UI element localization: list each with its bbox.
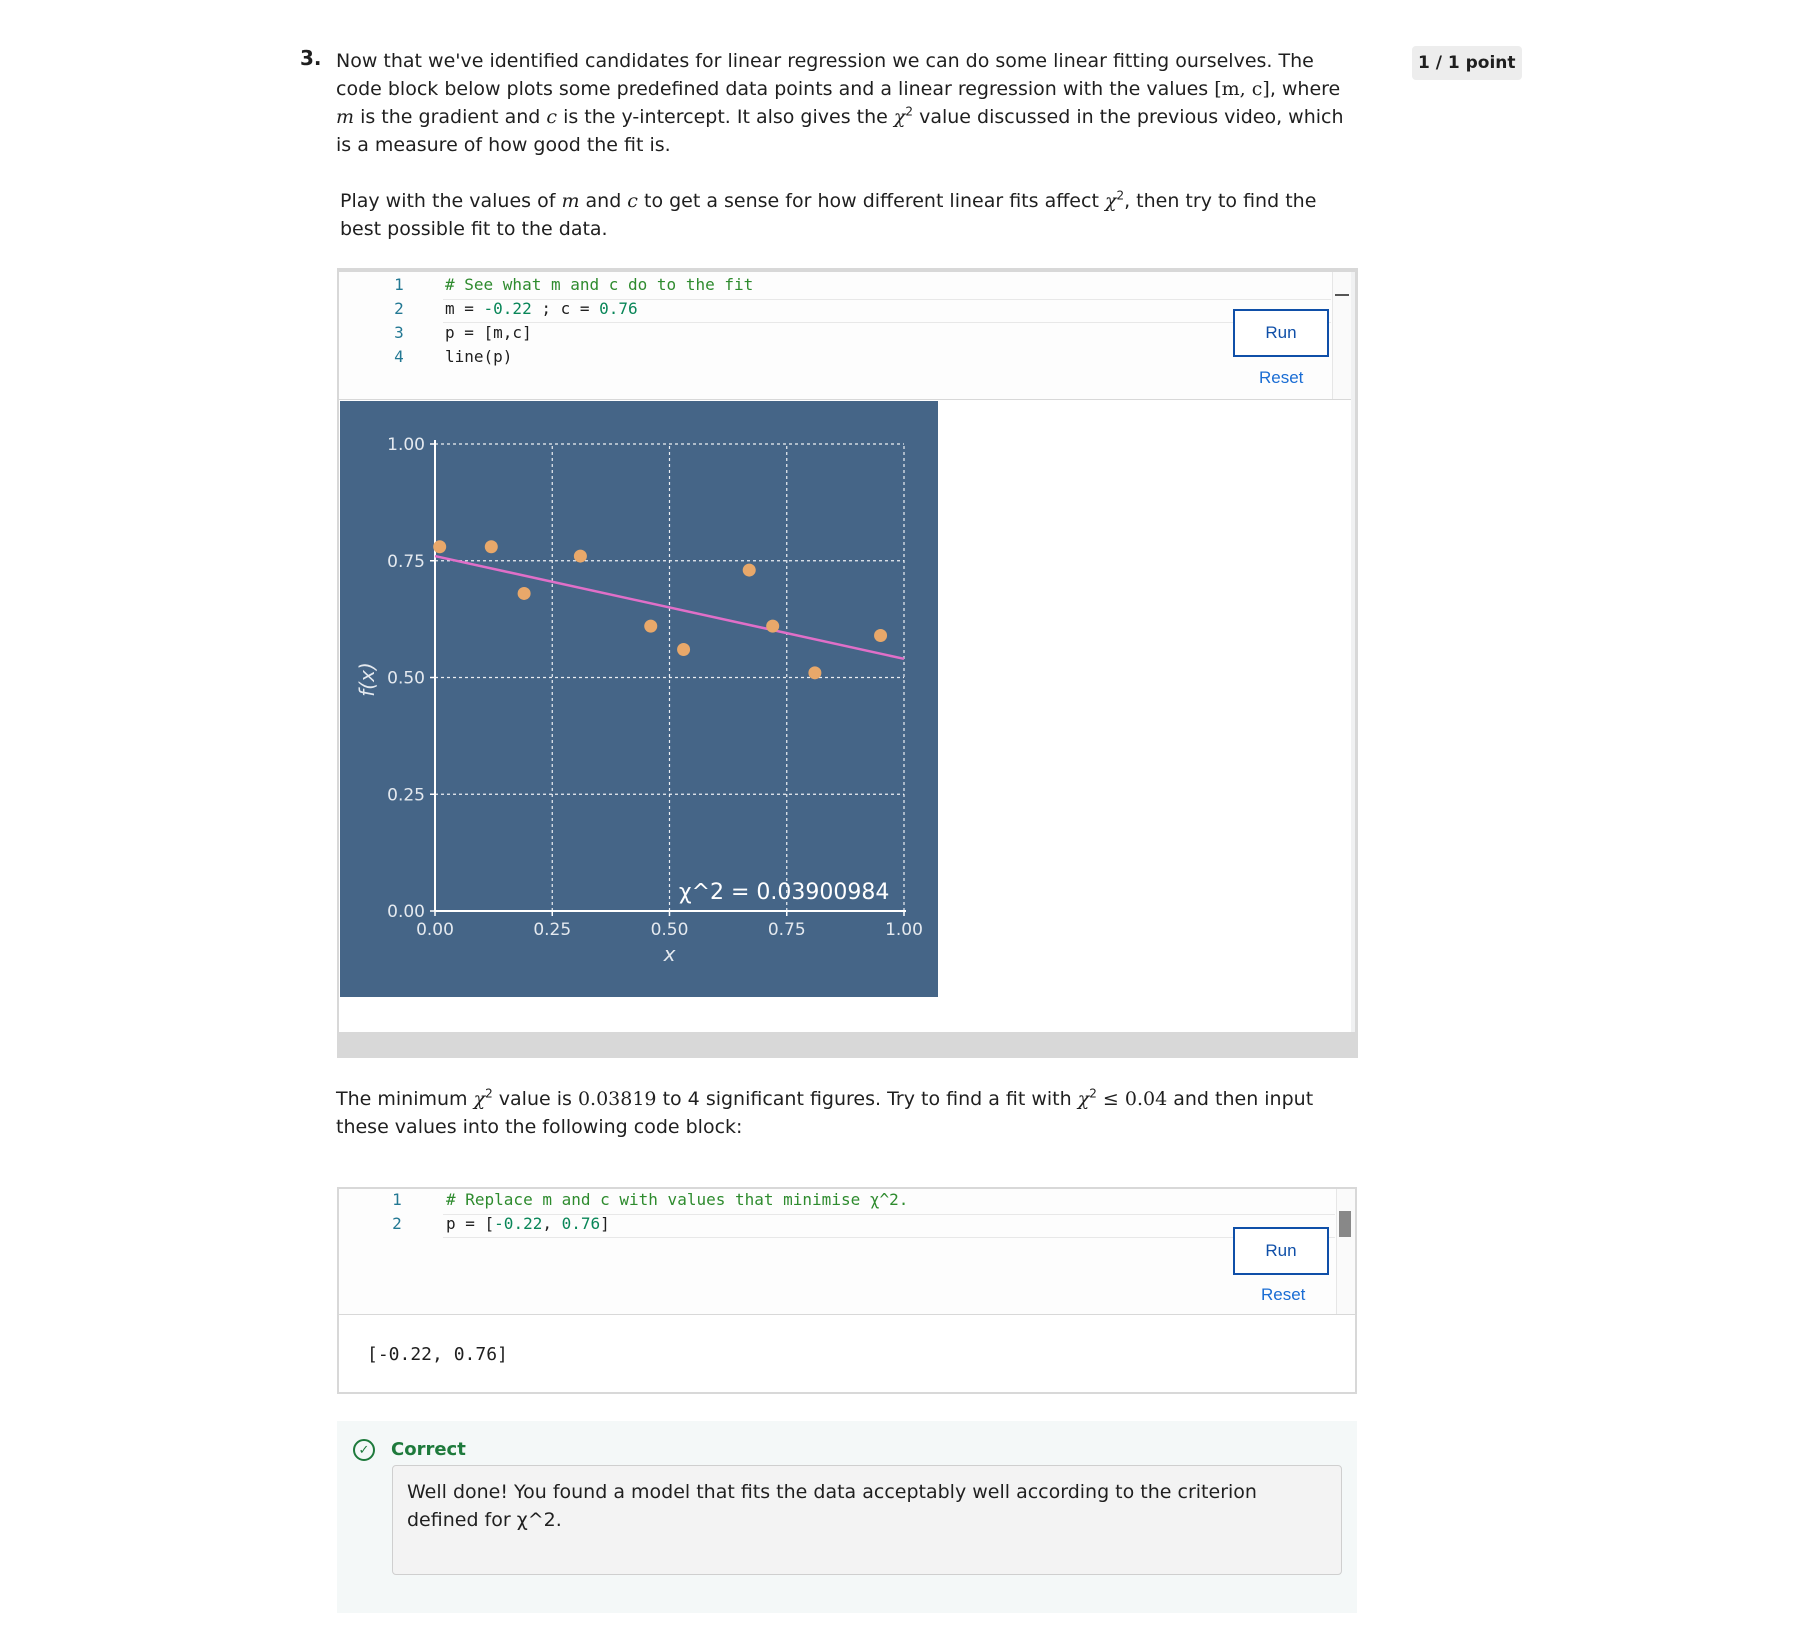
data-point (874, 628, 888, 642)
line-number: 4 (394, 347, 404, 366)
question-number: 3. (300, 46, 322, 70)
points-badge: 1 / 1 point (1412, 46, 1522, 80)
feedback-status: Correct (391, 1439, 466, 1460)
code-line-1[interactable]: # See what m and c do to the fit (445, 275, 754, 294)
data-point (644, 619, 658, 633)
question-instructions: Play with the values of m and c to get a… (340, 188, 1317, 240)
code-line-4[interactable]: line(p) (445, 347, 513, 366)
feedback-message: Well done! You found a model that fits t… (392, 1465, 1342, 1575)
chi-squared-annotation: χ^2 = 0.03900984 (679, 880, 890, 905)
y-axis-label: f(x) (355, 662, 379, 696)
data-point (484, 540, 498, 554)
code-block-2: 1 2 # Replace m and c with values that m… (337, 1187, 1357, 1394)
y-tick-label: 0.50 (387, 669, 425, 689)
editor-scrollbar[interactable] (1332, 272, 1351, 399)
code-block-1: 1 2 3 4 # See what m and c do to the fit… (337, 268, 1358, 1058)
reset-link[interactable]: Reset (1259, 368, 1304, 387)
code-output: [-0.22, 0.76] (367, 1344, 508, 1365)
reset-link[interactable]: Reset (1261, 1285, 1306, 1304)
line-number: 1 (392, 1190, 402, 1209)
code-line-1[interactable]: # Replace m and c with values that minim… (446, 1190, 909, 1209)
line-number: 2 (394, 299, 404, 318)
plot-background (340, 401, 938, 997)
code-editor-1[interactable]: 1 2 3 4 # See what m and c do to the fit… (339, 272, 1351, 399)
current-line-highlight (443, 299, 1331, 323)
x-axis-label: x (663, 942, 676, 966)
x-tick-label: 0.75 (768, 920, 806, 940)
x-tick-label: 0.00 (416, 920, 454, 940)
run-button[interactable]: Run (1233, 309, 1329, 357)
x-tick-label: 0.25 (533, 920, 571, 940)
x-tick-label: 1.00 (885, 920, 923, 940)
code-line-2[interactable]: p = [-0.22, 0.76] (446, 1214, 610, 1233)
current-line-highlight (443, 1214, 1335, 1238)
question-intro: Now that we've identified candidates for… (336, 50, 1344, 156)
feedback-panel: ✓ Correct Well done! You found a model t… (337, 1421, 1357, 1613)
question-min-chi: The minimum χ2 value is 0.03819 to 4 sig… (336, 1086, 1314, 1138)
data-point (742, 563, 756, 577)
code-line-2[interactable]: m = -0.22 ; c = 0.76 (445, 299, 638, 318)
code-line-3[interactable]: p = [m,c] (445, 323, 532, 342)
line-number: 1 (394, 275, 404, 294)
data-point (808, 666, 822, 680)
editor-scrollbar[interactable] (1336, 1189, 1355, 1314)
x-tick-label: 0.50 (651, 920, 689, 940)
data-point (517, 586, 531, 600)
run-button[interactable]: Run (1233, 1227, 1329, 1275)
y-tick-label: 0.25 (387, 785, 425, 805)
y-tick-label: 0.00 (387, 902, 425, 922)
line-number: 3 (394, 323, 404, 342)
data-point (433, 540, 447, 554)
y-tick-label: 1.00 (387, 435, 425, 455)
line-number: 2 (392, 1214, 402, 1233)
check-circle-icon: ✓ (353, 1439, 375, 1461)
code-editor-2[interactable]: 1 2 # Replace m and c with values that m… (339, 1189, 1355, 1314)
plot-output: 0.000.00 0.25 0.25 0.50 0.50 0.75 0.75 1.00 1.00… (340, 401, 938, 997)
y-tick-label: 0.75 (387, 552, 425, 572)
data-point (677, 642, 691, 656)
data-point (573, 549, 587, 563)
regression-line (434, 554, 905, 661)
data-point (766, 619, 780, 633)
